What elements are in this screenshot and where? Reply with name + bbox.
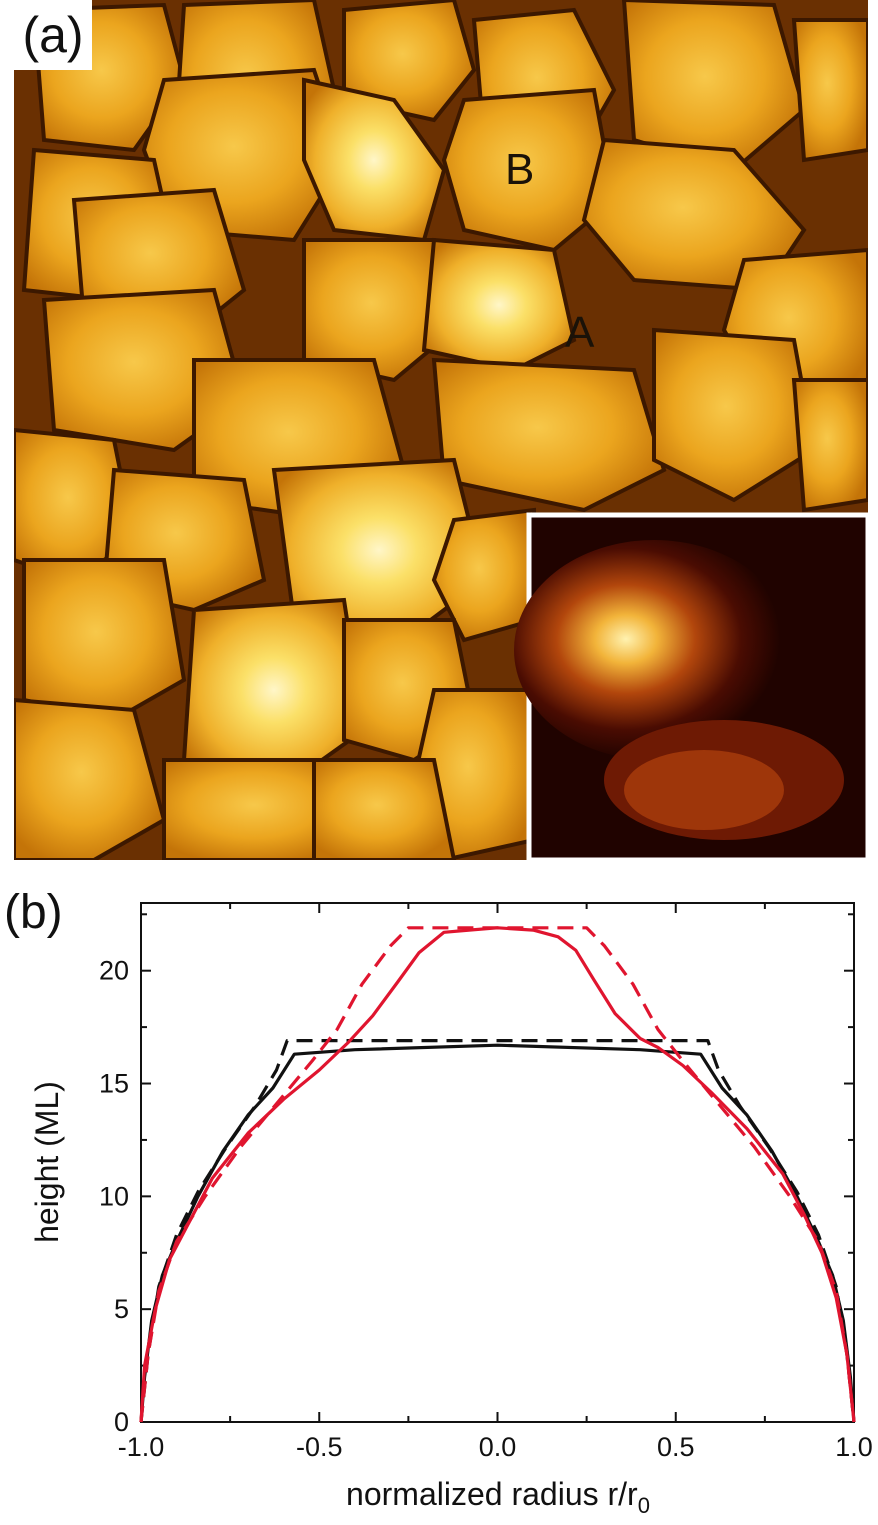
x-tick-label: 1.0 — [835, 1432, 873, 1462]
y-tick-label: 20 — [99, 956, 129, 986]
island-label-b: B — [505, 145, 535, 194]
plot-frame — [140, 902, 855, 1423]
axis-ticks — [140, 903, 855, 1423]
y-tick-label: 15 — [99, 1069, 129, 1099]
x-axis-title-text: normalized radius r/r — [346, 1476, 638, 1512]
panel-b-label: (b) — [4, 886, 63, 939]
island-label-a: A — [565, 308, 595, 357]
x-tick-label: 0.0 — [479, 1432, 517, 1462]
x-tick-label: -0.5 — [296, 1432, 343, 1462]
y-tick-label: 0 — [114, 1407, 129, 1437]
x-tick-label: -1.0 — [118, 1432, 165, 1462]
series-line-2 — [139, 1039, 856, 1423]
y-tick-label: 10 — [99, 1181, 129, 1211]
x-tick-label: 0.5 — [657, 1432, 695, 1462]
y-tick-label: 5 — [114, 1294, 129, 1324]
series-line-4 — [139, 926, 856, 1423]
series-line-1 — [139, 1043, 856, 1423]
stm-topography-image — [14, 0, 868, 860]
x-axis-title-subscript: 0 — [638, 1493, 650, 1518]
y-axis-title: height (ML) — [29, 1081, 65, 1243]
series-line-3 — [139, 926, 856, 1423]
tick-labels: -1.0 -0.5 0.0 0.5 1.0 0 5 10 15 20 — [99, 956, 873, 1462]
series-group — [139, 926, 856, 1423]
x-axis-title: normalized radius r/r0 — [346, 1476, 650, 1518]
height-profile-chart: -1.0 -0.5 0.0 0.5 1.0 0 5 10 15 20 height (ML) no… — [29, 902, 873, 1518]
panel-a-label: (a) — [14, 0, 92, 70]
